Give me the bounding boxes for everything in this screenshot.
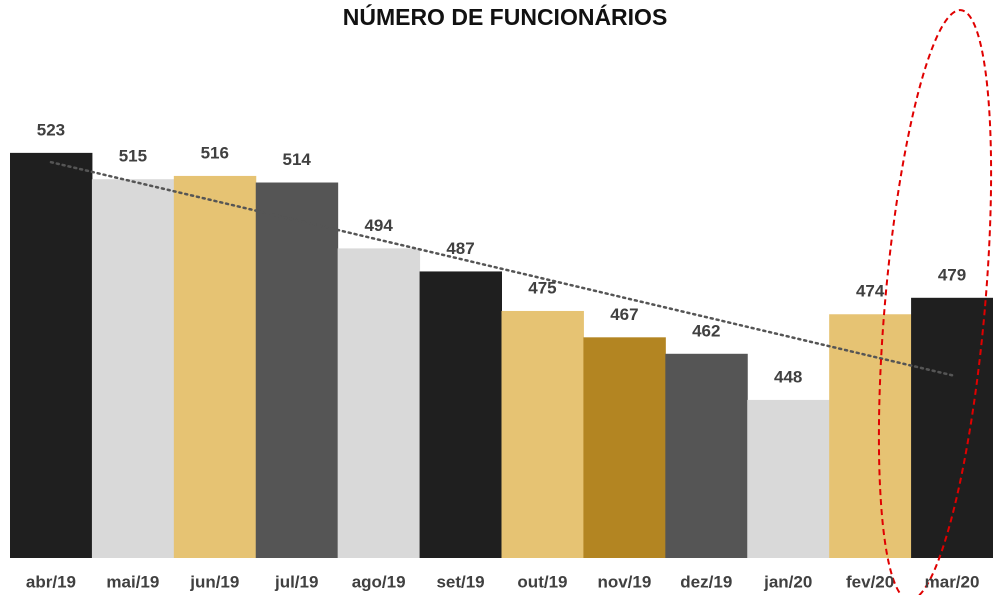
data-label: 474 bbox=[856, 282, 885, 301]
data-label: 467 bbox=[610, 305, 638, 324]
trendline bbox=[49, 160, 954, 377]
chart-title: NÚMERO DE FUNCIONÁRIOS bbox=[343, 3, 668, 30]
data-label: 494 bbox=[364, 216, 393, 235]
bars bbox=[10, 152, 993, 559]
x-tick-label: jun/19 bbox=[189, 572, 239, 591]
x-tick-label: mai/19 bbox=[106, 572, 159, 591]
data-label: 462 bbox=[692, 321, 720, 340]
x-tick-label: mar/20 bbox=[925, 572, 980, 591]
data-label: 487 bbox=[446, 239, 474, 258]
bar bbox=[255, 182, 339, 558]
bar bbox=[501, 310, 584, 558]
x-tick-label: nov/19 bbox=[597, 572, 651, 591]
data-label: 475 bbox=[528, 278, 556, 297]
x-tick-label: abr/19 bbox=[26, 572, 76, 591]
data-label: 514 bbox=[283, 150, 312, 169]
x-tick-label: fev/20 bbox=[846, 572, 894, 591]
trend-group bbox=[49, 160, 954, 377]
bar bbox=[747, 399, 830, 558]
x-tick-label: jan/20 bbox=[763, 572, 812, 591]
bar bbox=[583, 337, 666, 558]
x-tick-label: out/19 bbox=[517, 572, 567, 591]
bar bbox=[829, 314, 912, 558]
data-label: 479 bbox=[938, 265, 966, 284]
bar bbox=[10, 152, 93, 558]
highlight-ellipse bbox=[877, 9, 993, 595]
x-tick-label: set/19 bbox=[436, 572, 484, 591]
bar bbox=[337, 248, 421, 558]
bar bbox=[911, 297, 993, 558]
bar bbox=[419, 271, 502, 558]
data-label: 523 bbox=[37, 120, 65, 139]
bar bbox=[91, 179, 175, 558]
x-tick-label: ago/19 bbox=[352, 572, 406, 591]
bar bbox=[173, 175, 257, 559]
bar bbox=[665, 353, 748, 558]
x-tick-label: jul/19 bbox=[274, 572, 318, 591]
data-label: 448 bbox=[774, 367, 802, 386]
x-tick-label: dez/19 bbox=[680, 572, 732, 591]
data-label: 516 bbox=[201, 143, 229, 162]
data-label: 515 bbox=[119, 147, 147, 166]
